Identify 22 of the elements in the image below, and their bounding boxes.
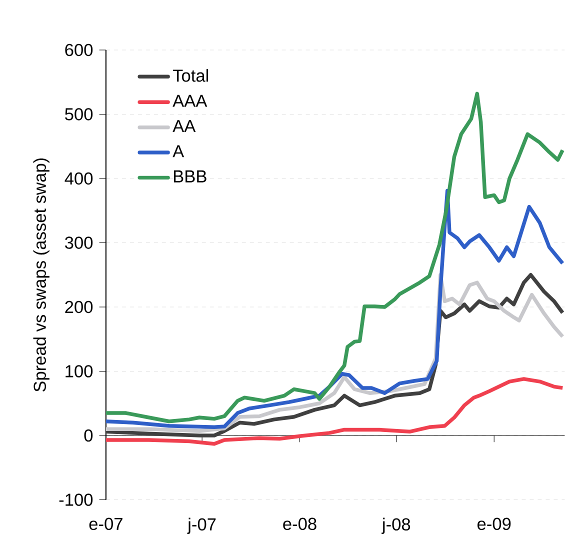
y-axis-title: Spread vs swaps (asset swap) <box>33 158 50 392</box>
y-tick-label: 400 <box>64 172 93 185</box>
legend-label: AA <box>172 120 196 132</box>
legend-label: BBB <box>174 170 206 182</box>
legend-label: A <box>172 145 184 158</box>
line-series <box>104 188 564 430</box>
line-series <box>104 377 564 446</box>
legend-label: AAA <box>172 95 208 107</box>
y-tick-label: 100 <box>66 365 93 378</box>
y-tick-label: 0 <box>84 429 93 442</box>
x-tick-label: e-09 <box>478 518 511 530</box>
x-tick-label: e-08 <box>283 518 316 530</box>
y-tick-label: 600 <box>65 44 93 56</box>
y-tick-label: 200 <box>65 300 93 314</box>
x-tick-label: j-08 <box>382 518 410 534</box>
x-tick-label: j-07 <box>187 518 216 534</box>
y-tick-label: 500 <box>65 108 93 120</box>
y-tick-label: 300 <box>65 236 93 249</box>
line-series <box>104 92 564 424</box>
y-tick-label: -100 <box>59 494 93 506</box>
legend-label: Total <box>172 69 208 82</box>
x-tick-label: e-07 <box>89 518 122 530</box>
